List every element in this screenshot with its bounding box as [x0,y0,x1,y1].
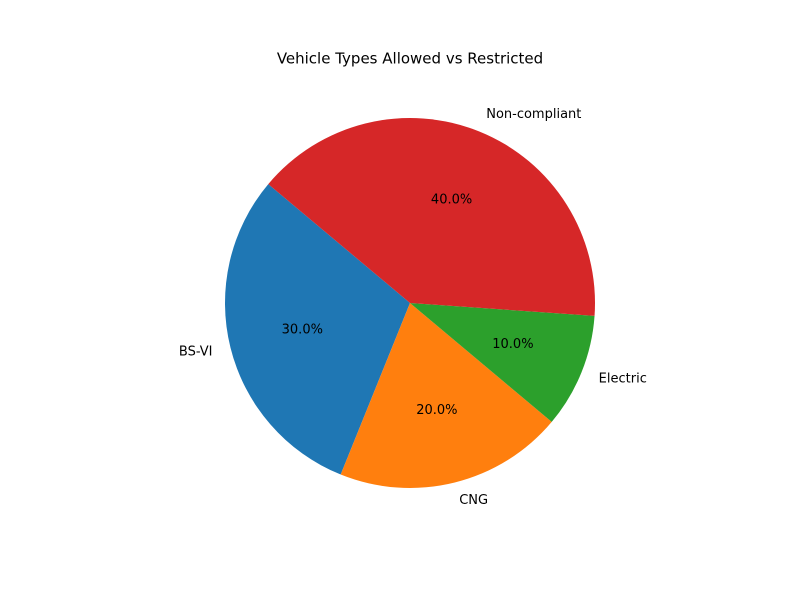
pie-slice [410,303,595,422]
value-label: 10.0% [492,337,533,352]
pie-slice [268,117,595,316]
slice-label: CNG [459,493,488,508]
value-label: 40.0% [431,193,472,208]
chart-title: Vehicle Types Allowed vs Restricted [277,50,543,68]
slice-label: Non-compliant [486,107,581,122]
slice-label: Electric [599,372,647,387]
slice-label: BS-VI [179,345,213,360]
pie-slice [340,303,552,489]
value-label: 30.0% [282,322,323,337]
value-label: 20.0% [416,403,457,418]
pie-slice [224,184,410,475]
